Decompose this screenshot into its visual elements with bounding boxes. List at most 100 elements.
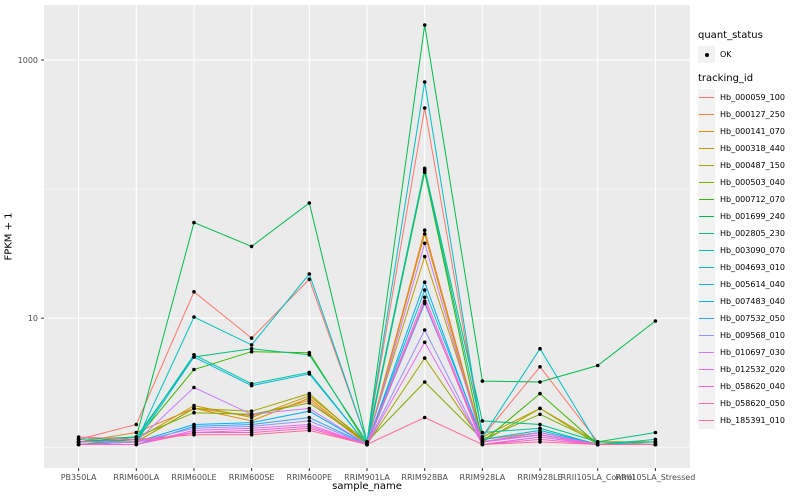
legend-quant-list: OK [698,46,798,63]
legend-item: Hb_058620_050 [698,395,798,412]
data-point [422,356,427,360]
x-tick-label: RRII105LA_Stressed [615,473,695,482]
data-point [249,349,254,354]
data-point [422,254,427,259]
data-point [249,383,254,388]
data-point [307,428,312,433]
x-tick-label: RRIM600LA [113,473,159,482]
legend-tracking-list: Hb_000059_100 Hb_000127_250 Hb_000141_070 H… [698,89,798,429]
legend-line-key-icon [698,140,715,157]
x-tick-label: RRIM600SE [229,473,275,482]
data-point [538,365,542,369]
data-point [480,379,485,383]
data-point [538,391,542,396]
legend-item-label: Hb_001699_240 [720,212,785,221]
data-point [538,346,542,351]
data-point [307,415,312,420]
data-point [538,412,542,417]
data-point [422,340,427,345]
legend-item-label: Hb_010697_030 [720,348,785,357]
x-tick-label: RRIM600LE [171,473,216,482]
data-point [422,228,427,232]
legend-item-label: Hb_009568_010 [720,331,785,340]
legend-line-key-icon [698,123,715,140]
data-point [249,346,254,351]
data-point [538,406,542,411]
data-point [422,328,427,332]
legend-item-label: Hb_007532_050 [720,314,785,323]
data-point [653,319,658,323]
legend-item-label: Hb_058620_050 [720,399,785,408]
legend-item-label: Hb_000318_440 [720,144,785,153]
data-point [422,232,427,236]
legend-line-key-icon [698,276,715,293]
data-point [249,412,254,417]
legend-line-key-icon [698,89,715,106]
legend-item: Hb_000487_150 [698,157,798,174]
data-point [480,440,485,444]
x-axis-title: sample_name [332,481,402,492]
y-axis-title: FPKM + 1 [3,212,15,261]
legend-quant-title: quant_status [698,30,763,41]
data-point [480,430,485,435]
legend-item: Hb_000127_250 [698,106,798,123]
legend-item-label: Hb_000712_070 [720,195,785,204]
legend-item: Hb_004693_010 [698,259,798,276]
legend-item: Hb_000318_440 [698,140,798,157]
legend-item: Hb_010697_030 [698,344,798,361]
legend-line-key-icon [698,191,715,208]
data-point [538,380,542,384]
legend-line-key-icon [698,157,715,174]
data-point [307,406,312,411]
data-point [480,437,485,442]
legend-tracking-title: tracking_id [698,73,754,84]
data-point [307,391,312,396]
legend-point-key-icon [698,46,715,63]
data-point [538,422,542,427]
data-point [192,410,196,415]
x-tick-label: RRIM928LA [460,473,506,482]
legend-line-key-icon [698,225,715,242]
data-point [192,220,196,225]
legend-item: Hb_005614_040 [698,276,798,293]
legend-item-label: Hb_005614_040 [720,280,785,289]
data-point [653,442,658,447]
legend-tracking-id: tracking_id Hb_000059_100 Hb_000127_250 Hb… [698,73,798,429]
data-point [307,272,312,276]
data-point [422,23,427,27]
legend-item: Hb_007483_040 [698,293,798,310]
legend-line-key-icon [698,327,715,344]
data-point [307,419,312,423]
data-point [76,442,81,447]
legend-item-label: Hb_185391_010 [720,416,785,425]
data-point [134,440,139,444]
data-point [538,432,542,437]
legend-item: Hb_007532_050 [698,310,798,327]
legend-item-label: Hb_000059_100 [720,93,785,102]
data-point [307,277,312,282]
data-point [134,437,139,442]
data-point [422,415,427,420]
data-point [249,343,254,347]
data-point [480,419,485,423]
data-point [249,244,254,249]
data-point [422,295,427,300]
legend-quant-status: quant_status OK [698,30,798,63]
data-point [249,432,254,437]
legend-line-key-icon [698,310,715,327]
legend-item-label: Hb_000141_070 [720,127,785,136]
legend-item: Hb_000712_070 [698,191,798,208]
legend-item-label: Hb_000127_250 [720,110,785,119]
legend-item: Hb_000059_100 [698,89,798,106]
data-point [192,355,196,359]
data-point [134,442,139,447]
data-point [192,290,196,294]
legend-item: Hb_000503_040 [698,174,798,191]
legend-line-key-icon [698,106,715,123]
data-point [307,409,312,414]
data-point [422,168,427,172]
data-point [422,80,427,84]
data-point [249,336,254,340]
